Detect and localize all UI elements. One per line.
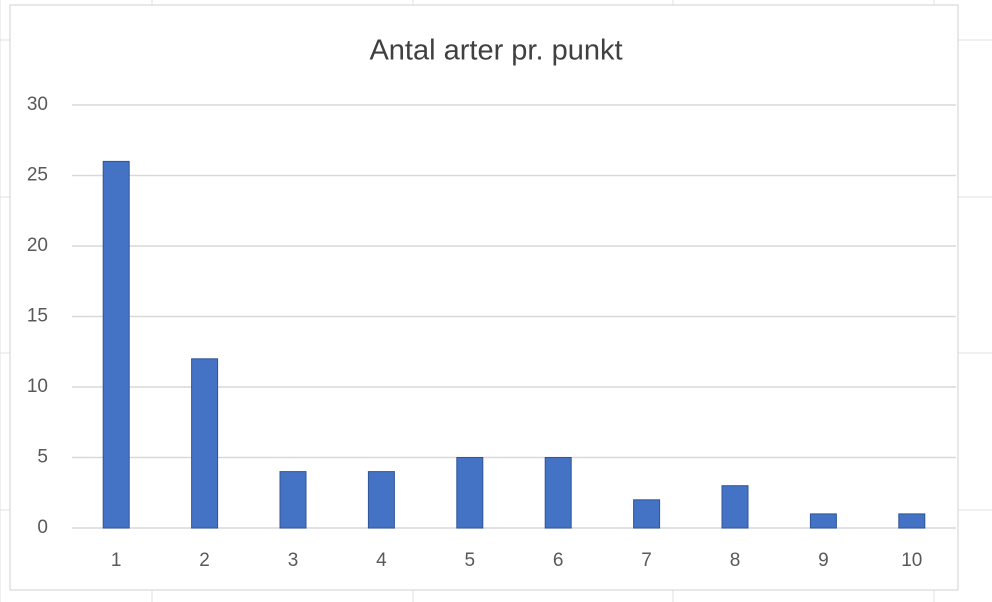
bar: [898, 513, 926, 529]
bar: [809, 513, 837, 529]
x-tick-label: 5: [465, 550, 476, 571]
x-tick-label: 4: [376, 550, 387, 571]
y-tick-label: 5: [37, 447, 48, 468]
bar: [191, 358, 219, 529]
x-tick-label: 1: [111, 550, 122, 571]
y-tick-label: 20: [27, 235, 48, 256]
y-tick-label: 10: [27, 376, 48, 397]
bar: [456, 457, 484, 529]
x-tick-label: 9: [818, 550, 829, 571]
y-tick-label: 0: [37, 517, 48, 538]
bar: [721, 485, 749, 529]
x-tick-label: 7: [641, 550, 652, 571]
bar: [544, 457, 572, 529]
x-tick-label: 3: [288, 550, 299, 571]
bar: [279, 471, 307, 529]
bar: [633, 499, 661, 529]
y-tick-label: 30: [27, 94, 48, 115]
chart-title: Antal arter pr. punkt: [369, 35, 622, 67]
x-tick-label: 2: [199, 550, 210, 571]
y-tick-label: 25: [27, 165, 48, 186]
x-tick-label: 10: [901, 550, 922, 571]
bar: [367, 471, 395, 529]
bar: [102, 160, 130, 529]
chart-area: [9, 4, 959, 591]
x-tick-label: 6: [553, 550, 564, 571]
y-tick-label: 15: [27, 306, 48, 327]
x-tick-label: 8: [730, 550, 741, 571]
